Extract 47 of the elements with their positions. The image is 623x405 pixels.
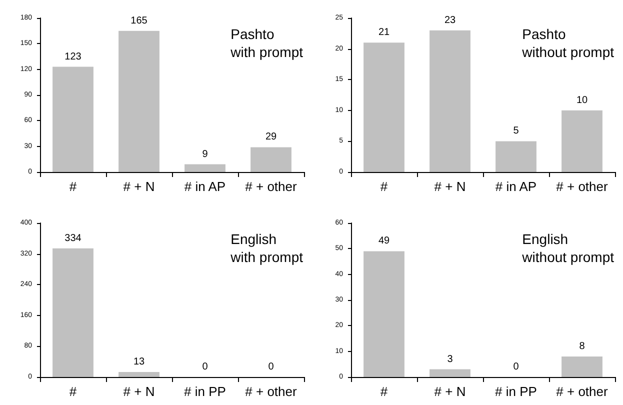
data-label: 8	[579, 340, 586, 352]
x-tick-label: # + N	[434, 179, 466, 194]
data-label: 29	[265, 132, 277, 143]
data-label: 21	[378, 27, 390, 38]
data-label: 123	[64, 51, 82, 62]
data-label: 49	[378, 236, 390, 247]
text: Pashto with prompt	[230, 26, 304, 60]
data-label: 0	[513, 362, 520, 372]
x-tick-label: # + N	[123, 179, 155, 194]
x-tick-label: # + N	[123, 384, 155, 399]
x-tick-label: #	[69, 384, 78, 399]
x-tick-label: # + other	[556, 384, 609, 399]
data-label: 0	[268, 362, 274, 372]
x-tick-label: # + other	[245, 384, 298, 399]
text: English without prompt	[521, 231, 614, 265]
bar	[562, 356, 602, 377]
bar	[250, 147, 292, 172]
x-tick-label: #	[380, 179, 388, 194]
bar	[118, 30, 160, 172]
bar	[430, 369, 470, 377]
x-tick-label: # + N	[434, 384, 466, 399]
data-label: 5	[513, 126, 520, 137]
bar	[430, 30, 470, 172]
text: Pashto without prompt	[521, 26, 614, 60]
data-label: 13	[133, 356, 145, 368]
bar	[184, 164, 226, 172]
bar	[52, 66, 94, 172]
x-tick-label: #	[380, 384, 388, 399]
x-tick-label: # in AP	[495, 179, 537, 194]
data-label: 0	[202, 362, 208, 372]
x-tick-label: # in PP	[184, 384, 226, 399]
x-tick-label: # + other	[556, 179, 609, 194]
x-tick-label: # in AP	[184, 179, 226, 194]
x-tick-label: #	[69, 179, 78, 194]
data-label: 165	[130, 15, 148, 26]
data-label: 9	[202, 148, 208, 160]
bar	[562, 110, 602, 172]
bar	[364, 251, 404, 377]
bar	[496, 141, 536, 172]
text: English with prompt	[230, 231, 304, 265]
x-tick-label: # in PP	[495, 384, 537, 399]
data-label: 3	[447, 354, 454, 365]
bar	[364, 42, 404, 172]
x-tick-label: # + other	[245, 179, 298, 194]
data-label: 334	[64, 232, 82, 244]
data-label: 23	[444, 14, 456, 26]
data-label: 10	[576, 94, 588, 106]
